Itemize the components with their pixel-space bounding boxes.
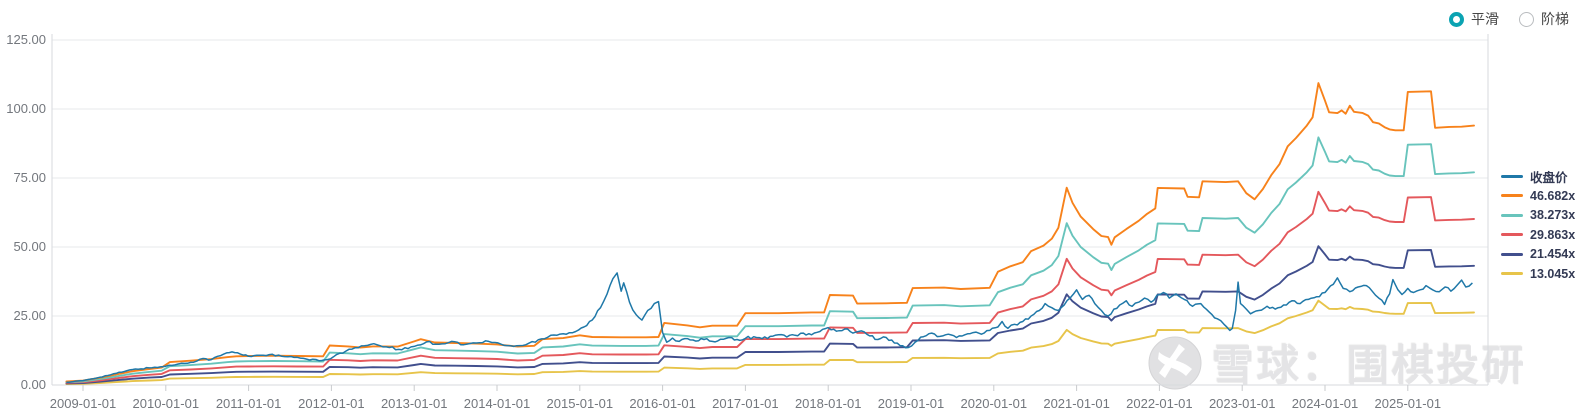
y-tick-label: 100.00 — [6, 101, 46, 116]
x-tick-label: 2009-01-01 — [49, 396, 117, 411]
band-line-46.682x — [65, 82, 1475, 383]
y-tick-label: 25.00 — [13, 308, 46, 323]
band-line-21.454x — [65, 245, 1475, 385]
radio-step-label: 阶梯 — [1541, 11, 1569, 27]
x-tick-label: 2013-01-01 — [380, 396, 448, 411]
x-tick-label: 2024-01-01 — [1291, 396, 1359, 411]
legend-label: 29.863x — [1530, 227, 1576, 242]
radio-step[interactable]: 阶梯 — [1519, 9, 1569, 29]
y-tick-label: 50.00 — [13, 239, 46, 254]
legend-swatch-icon — [1501, 252, 1523, 256]
legend-item[interactable]: 21.454x — [1501, 247, 1575, 261]
legend-swatch-icon — [1501, 194, 1523, 197]
y-tick-label: 75.00 — [13, 170, 46, 185]
x-tick-label: 2016-01-01 — [629, 396, 696, 411]
band-line-38.273x — [65, 136, 1475, 384]
band-line-13.045x — [65, 299, 1475, 385]
legend-swatch-icon — [1501, 272, 1523, 275]
legend-label: 46.682x — [1530, 188, 1576, 203]
legend-item[interactable]: 46.682x — [1501, 189, 1575, 203]
x-tick-label: 2010-01-01 — [132, 396, 200, 411]
x-tick-label: 2025-01-01 — [1374, 396, 1442, 411]
price-line — [66, 272, 1473, 383]
radio-selected-icon[interactable] — [1449, 11, 1464, 27]
legend-item[interactable]: 13.045x — [1501, 267, 1575, 281]
x-tick-label: 2021-01-01 — [1043, 396, 1110, 411]
x-tick-label: 2011-01-01 — [215, 396, 282, 411]
legend-swatch-icon — [1501, 213, 1523, 217]
x-tick-label: 2023-01-01 — [1208, 396, 1276, 411]
legend-label: 13.045x — [1530, 266, 1576, 281]
x-tick-label: 2015-01-01 — [546, 396, 614, 411]
y-tick-label: 0.00 — [20, 377, 46, 392]
x-tick-label: 2012-01-01 — [298, 396, 365, 411]
x-tick-label: 2020-01-01 — [960, 396, 1028, 411]
radio-smooth[interactable]: 平滑 — [1449, 9, 1499, 29]
legend-swatch-icon — [1501, 233, 1523, 236]
line-style-toggle: 平滑 阶梯 — [1449, 9, 1569, 29]
legend-item[interactable]: 38.273x — [1501, 208, 1575, 222]
legend-label: 21.454x — [1530, 247, 1576, 261]
chart-legend: 收盘价 46.682x 38.273x 29.863x 21.454x 13.045x — [1501, 169, 1575, 281]
legend-label: 38.273x — [1530, 208, 1576, 222]
x-tick-label: 2014-01-01 — [463, 396, 531, 411]
band-line-29.863x — [65, 190, 1475, 384]
legend-item[interactable]: 收盘价 — [1501, 169, 1575, 185]
radio-smooth-label: 平滑 — [1471, 11, 1499, 27]
legend-item[interactable]: 29.863x — [1501, 228, 1575, 242]
x-tick-label: 2018-01-01 — [794, 396, 862, 411]
x-tick-label: 2017-01-01 — [712, 396, 779, 411]
x-tick-label: 2022-01-01 — [1126, 396, 1193, 411]
y-tick-label: 125.00 — [6, 32, 46, 47]
legend-label: 收盘价 — [1530, 170, 1568, 185]
legend-swatch-icon — [1501, 174, 1523, 178]
radio-unselected-icon[interactable] — [1519, 11, 1534, 27]
x-tick-label: 2019-01-01 — [877, 396, 945, 411]
